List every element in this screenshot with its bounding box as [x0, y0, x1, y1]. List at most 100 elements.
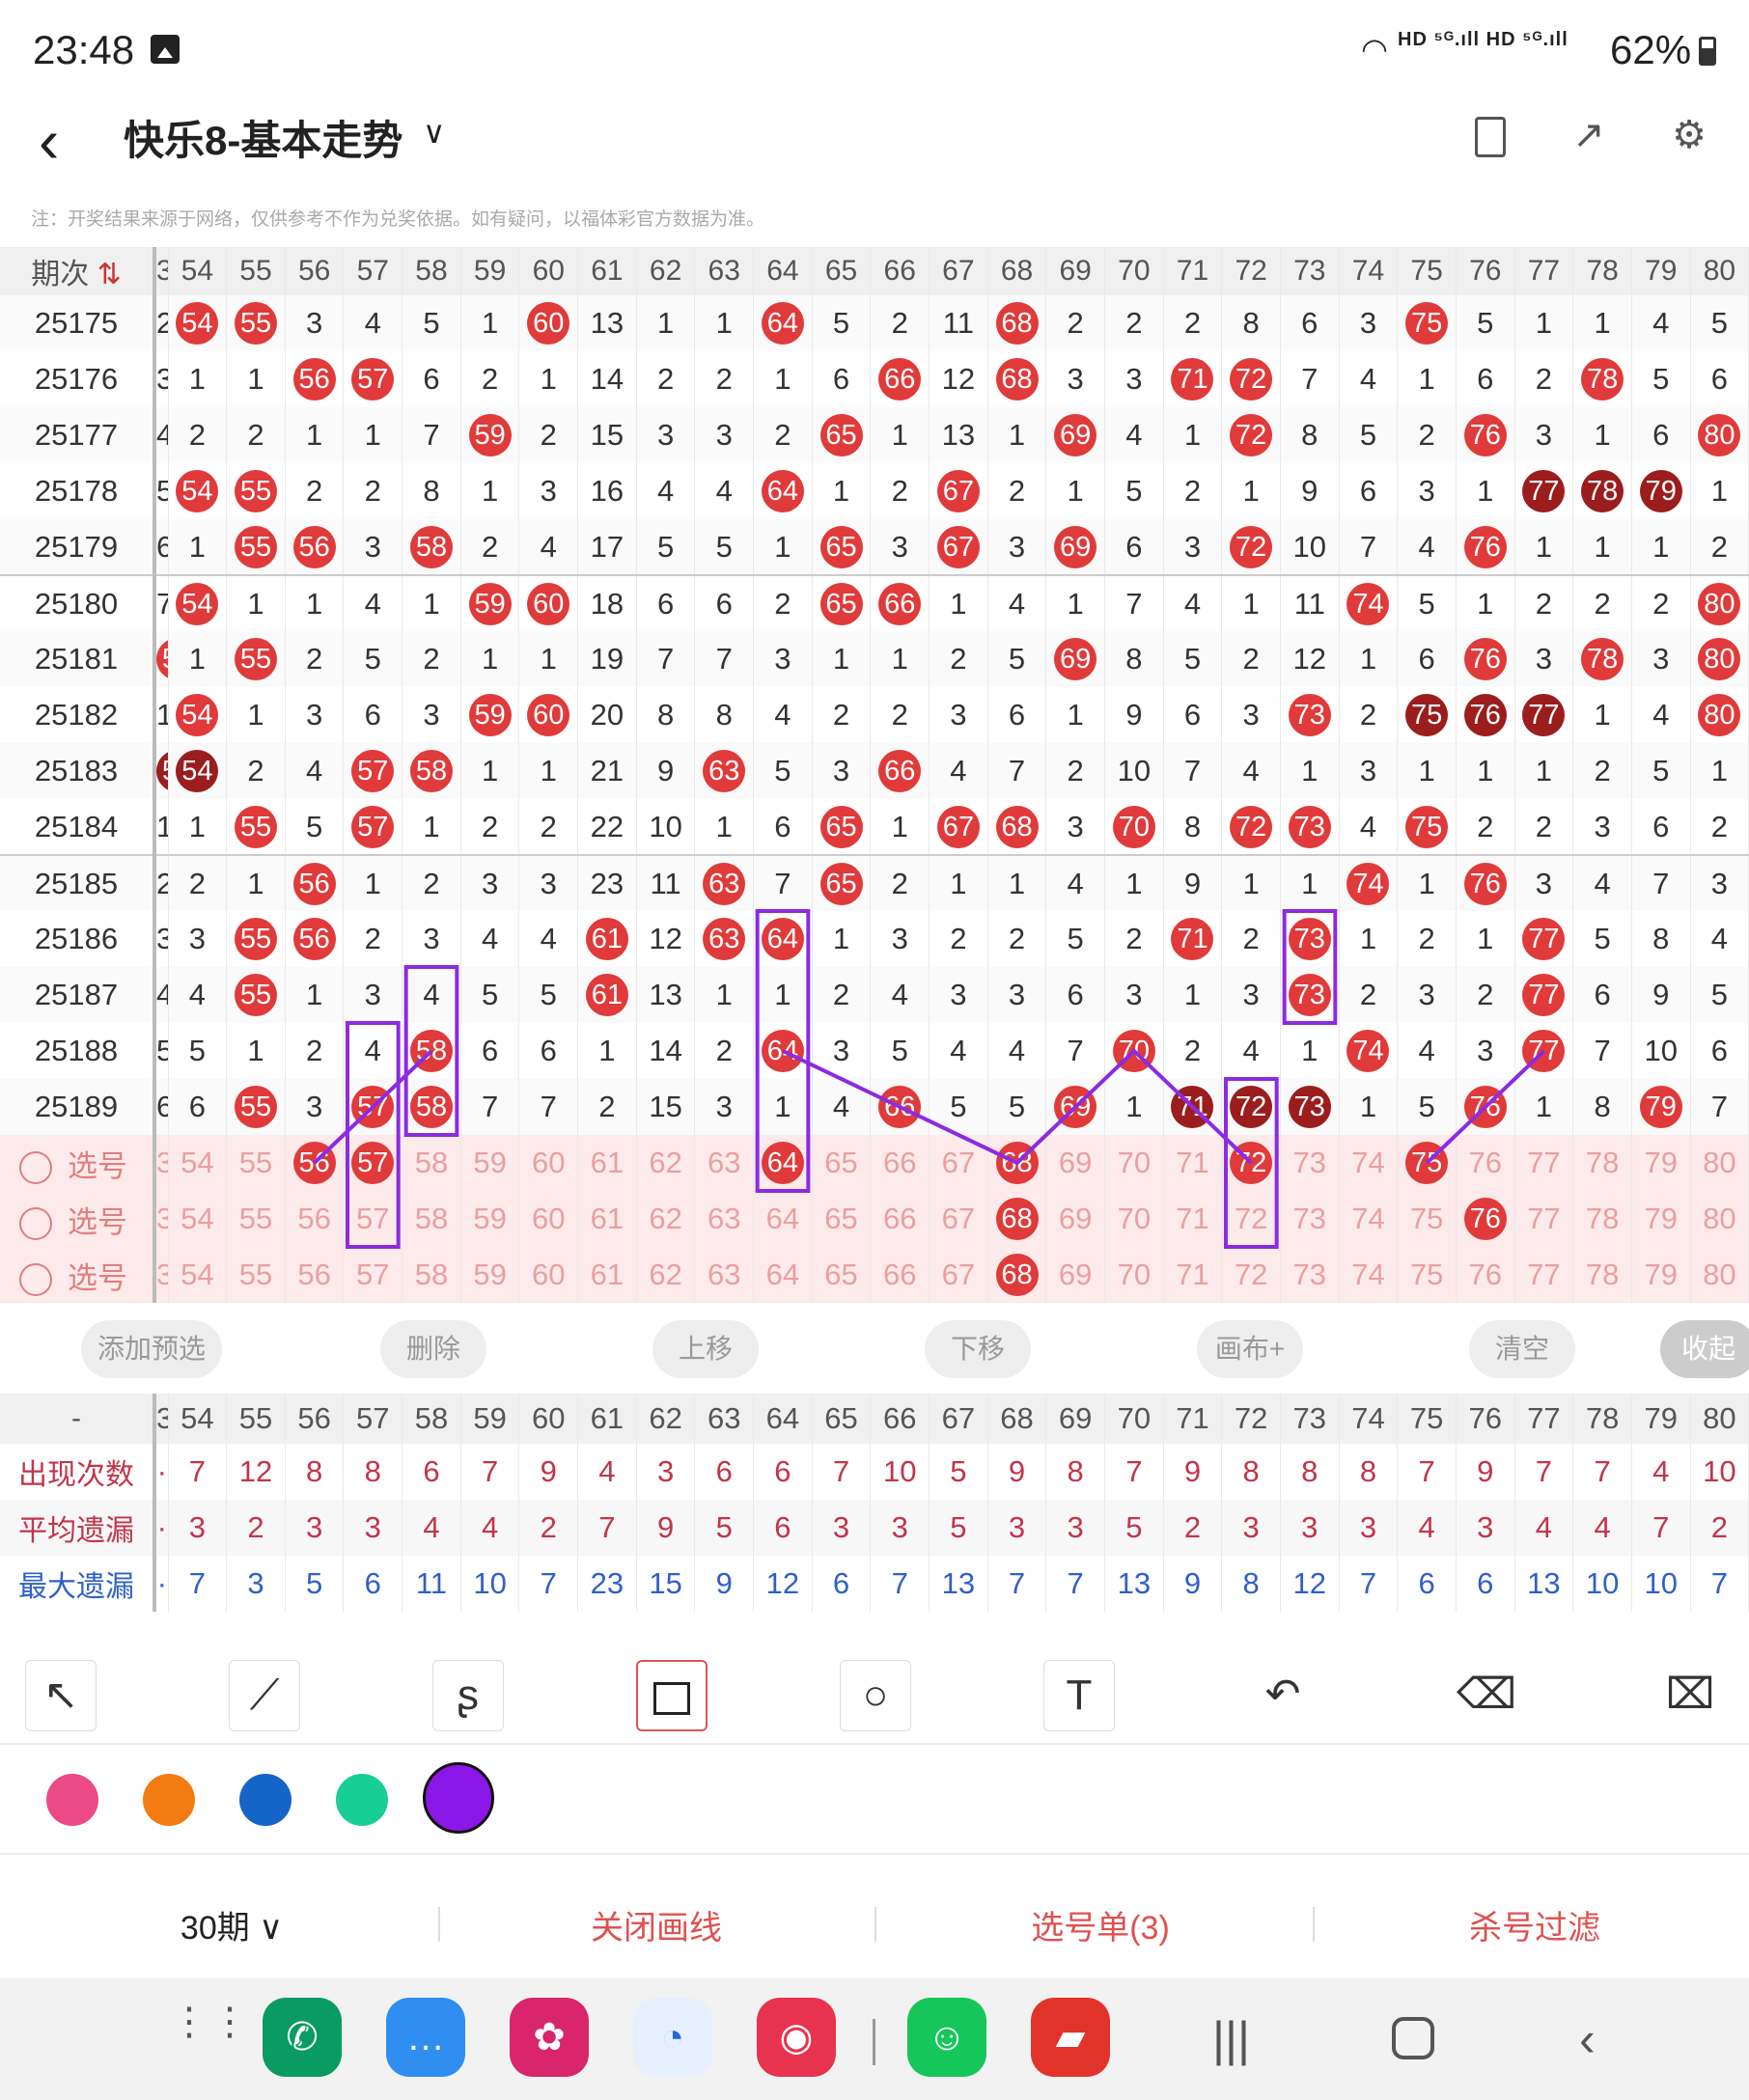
select-number[interactable]: 62	[636, 1247, 696, 1303]
select-number[interactable]: 77	[1514, 1135, 1574, 1191]
select-number[interactable]: 68	[987, 1247, 1047, 1303]
select-number[interactable]: 80	[1690, 1247, 1749, 1303]
home-icon[interactable]	[1392, 2017, 1434, 2059]
select-number[interactable]: 69	[1045, 1135, 1105, 1191]
select-number[interactable]: 76	[1456, 1191, 1515, 1247]
radio-circle-icon[interactable]	[19, 1263, 52, 1297]
notes-app-icon[interactable]: ▰	[1031, 1998, 1110, 2077]
color-swatch-blue[interactable]	[239, 1774, 292, 1826]
select-number[interactable]: 55	[226, 1135, 286, 1191]
select-number[interactable]: 71	[1163, 1247, 1223, 1303]
select-number[interactable]: 55	[226, 1247, 286, 1303]
select-number[interactable]: 80	[1690, 1191, 1749, 1247]
select-number[interactable]: 71	[1163, 1191, 1223, 1247]
messages-app-icon[interactable]: …	[386, 1998, 465, 2077]
select-number[interactable]: 62	[636, 1135, 696, 1191]
select-number[interactable]: 66	[870, 1191, 930, 1247]
select-number[interactable]: 80	[1690, 1135, 1749, 1191]
select-number[interactable]: 72	[1221, 1247, 1281, 1303]
select-number[interactable]: 58	[402, 1247, 461, 1303]
select-number[interactable]: 68	[987, 1191, 1047, 1247]
close-draw-button[interactable]: 关闭画线	[591, 1910, 722, 1947]
select-number[interactable]: 74	[1339, 1247, 1399, 1303]
recent-apps-icon[interactable]: |||	[1212, 2012, 1250, 2066]
select-number[interactable]: 64	[753, 1247, 813, 1303]
select-number[interactable]: 56	[285, 1135, 345, 1191]
select-number[interactable]: 72	[1221, 1191, 1281, 1247]
select-number[interactable]: 55	[226, 1191, 286, 1247]
clear-button[interactable]: 清空	[1469, 1320, 1575, 1378]
select-number[interactable]: 70	[1104, 1247, 1164, 1303]
select-label[interactable]: 选号	[0, 1247, 156, 1303]
arrow-tool-icon[interactable]: ↖	[25, 1660, 97, 1731]
select-number[interactable]: 66	[870, 1247, 930, 1303]
select-number[interactable]: 79	[1631, 1135, 1691, 1191]
select-number[interactable]: 67	[929, 1135, 988, 1191]
select-number[interactable]: 61	[577, 1247, 637, 1303]
select-number[interactable]: 73	[1280, 1135, 1340, 1191]
select-number[interactable]: 73	[1280, 1247, 1340, 1303]
rotate-screen-icon[interactable]	[1461, 106, 1519, 164]
select-number[interactable]: 54	[168, 1247, 228, 1303]
select-number[interactable]: 60	[518, 1135, 579, 1191]
delete-button[interactable]: 删除	[380, 1320, 486, 1378]
settings-icon[interactable]: ⚙	[1672, 114, 1707, 156]
gallery-app-icon[interactable]: ✿	[510, 1998, 589, 2077]
nav-back-icon[interactable]: ‹	[1579, 2012, 1596, 2066]
clear-drawing-icon[interactable]: ⌧	[1654, 1660, 1726, 1731]
select-number[interactable]: 78	[1572, 1135, 1632, 1191]
select-number[interactable]: 56	[285, 1191, 345, 1247]
select-number[interactable]: 54	[168, 1135, 228, 1191]
select-number[interactable]: 56	[285, 1247, 345, 1303]
select-number[interactable]: 59	[460, 1191, 520, 1247]
rectangle-tool-icon[interactable]	[636, 1660, 708, 1731]
canvas-plus-button[interactable]: 画布+	[1197, 1320, 1303, 1378]
select-number[interactable]: 77	[1514, 1247, 1574, 1303]
select-number[interactable]: 60	[518, 1191, 579, 1247]
select-number[interactable]: 60	[518, 1247, 579, 1303]
move-up-button[interactable]: 上移	[652, 1320, 759, 1378]
select-row[interactable]: 选号35455565758596061626364656667686970717…	[0, 1247, 1749, 1303]
select-number[interactable]: 70	[1104, 1135, 1164, 1191]
text-tool-icon[interactable]: T	[1043, 1660, 1115, 1731]
select-number[interactable]: 79	[1631, 1191, 1691, 1247]
add-preselect-button[interactable]: 添加预选	[81, 1320, 222, 1378]
select-number[interactable]: 64	[753, 1135, 813, 1191]
select-number[interactable]: 57	[343, 1247, 403, 1303]
select-number[interactable]: 70	[1104, 1191, 1164, 1247]
select-number[interactable]: 61	[577, 1135, 637, 1191]
select-number[interactable]: 59	[460, 1247, 520, 1303]
select-number[interactable]: 62	[636, 1191, 696, 1247]
select-number[interactable]: 65	[812, 1135, 872, 1191]
select-number[interactable]: 77	[1514, 1191, 1574, 1247]
cell[interactable]: 3	[154, 1191, 169, 1247]
select-number[interactable]: 76	[1456, 1247, 1515, 1303]
select-label[interactable]: 选号	[0, 1135, 156, 1191]
select-number[interactable]: 78	[1572, 1247, 1632, 1303]
color-swatch-orange[interactable]	[143, 1774, 195, 1826]
wechat-app-icon[interactable]: ☺	[907, 1998, 986, 2077]
select-number[interactable]: 79	[1631, 1247, 1691, 1303]
circle-tool-icon[interactable]: ○	[840, 1660, 911, 1731]
select-number[interactable]: 71	[1163, 1135, 1223, 1191]
camera-app-icon[interactable]: ◉	[757, 1998, 836, 2077]
select-number[interactable]: 76	[1456, 1135, 1515, 1191]
color-swatch-green[interactable]	[336, 1774, 388, 1826]
select-number[interactable]: 75	[1397, 1247, 1457, 1303]
selection-list-button[interactable]: 选号单(3)	[1031, 1910, 1170, 1947]
move-down-button[interactable]: 下移	[925, 1320, 1031, 1378]
select-number[interactable]: 59	[460, 1135, 520, 1191]
trend-grid[interactable]: 期次 ⇅354555657585960616263646566676869707…	[0, 247, 1749, 1303]
select-number[interactable]: 54	[168, 1191, 228, 1247]
page-title[interactable]: 快乐8-基本走势	[124, 118, 403, 163]
select-number[interactable]: 58	[402, 1191, 461, 1247]
select-number[interactable]: 67	[929, 1191, 988, 1247]
color-swatch-pink[interactable]	[46, 1774, 98, 1826]
select-number[interactable]: 63	[694, 1247, 755, 1303]
select-number[interactable]: 67	[929, 1247, 988, 1303]
period-header[interactable]: 期次 ⇅	[0, 247, 156, 295]
select-number[interactable]: 72	[1221, 1135, 1281, 1191]
select-number[interactable]: 74	[1339, 1191, 1399, 1247]
kill-filter-button[interactable]: 杀号过滤	[1469, 1910, 1600, 1947]
select-number[interactable]: 63	[694, 1135, 755, 1191]
